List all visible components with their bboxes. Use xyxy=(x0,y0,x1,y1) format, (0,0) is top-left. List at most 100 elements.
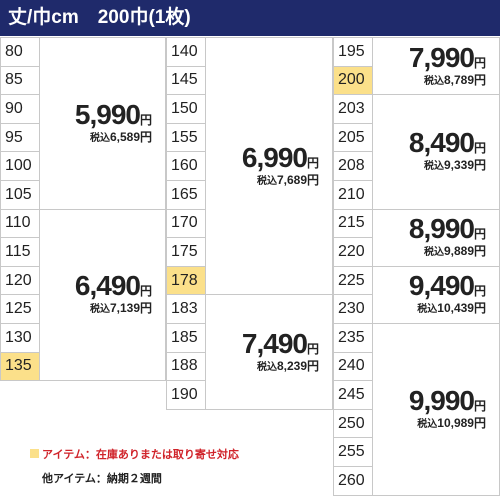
size-cell: 155 xyxy=(166,122,206,153)
price-line: 7,490円 xyxy=(206,328,319,360)
size-cell: 220 xyxy=(333,237,373,267)
price-block: 9,490円 税込10,439円 xyxy=(373,270,486,316)
size-cell: 250 xyxy=(333,408,373,439)
size-cell: 200 xyxy=(333,65,373,96)
tax-price: 10,439円 xyxy=(437,301,486,316)
size-cell: 225 xyxy=(333,265,373,296)
price-block: 9,990円 税込10,989円 xyxy=(373,385,486,431)
price: 9,490 xyxy=(408,270,475,302)
tax-line: 税込8,239円 xyxy=(206,357,319,374)
size-cell: 150 xyxy=(166,94,206,124)
size-cell: 160 xyxy=(166,151,206,181)
price-line: 6,990円 xyxy=(206,142,319,174)
price-block: 6,490円 税込7,139円 xyxy=(40,270,152,316)
price: 6,490 xyxy=(74,270,141,302)
legend-other: 他アイテム：納期２週間 xyxy=(42,473,162,485)
tax-line: 税込10,439円 xyxy=(373,299,486,316)
size-cell: 260 xyxy=(333,466,373,496)
tax-price: 8,239円 xyxy=(276,358,319,373)
legend-stock-text: アイテム：在庫ありまたは取り寄せ対応 xyxy=(42,449,239,461)
size-cell: 135 xyxy=(0,351,40,382)
size-cell: 208 xyxy=(333,151,373,181)
size-cell: 235 xyxy=(333,323,373,353)
price: 8,990 xyxy=(408,213,475,245)
tax-line: 税込6,589円 xyxy=(40,128,152,145)
price-unit: 円 xyxy=(139,284,152,299)
price-unit: 円 xyxy=(306,341,319,356)
size-cell: 145 xyxy=(166,65,206,96)
tax-line: 税込9,339円 xyxy=(373,156,486,173)
price-area xyxy=(205,294,333,410)
size-cell: 240 xyxy=(333,351,373,382)
price: 5,990 xyxy=(74,98,141,130)
tax-prefix: 税込 xyxy=(423,75,444,87)
price: 8,490 xyxy=(408,127,475,159)
price: 7,990 xyxy=(408,41,475,73)
tax-prefix: 税込 xyxy=(417,304,438,316)
size-cell: 175 xyxy=(166,237,206,267)
price-line: 9,990円 xyxy=(373,385,486,417)
price-unit: 円 xyxy=(473,227,486,242)
tax-prefix: 税込 xyxy=(89,304,110,316)
size-cell: 80 xyxy=(0,37,40,67)
price-unit: 円 xyxy=(473,55,486,70)
legend-stock: アイテム：在庫ありまたは取り寄せ対応 xyxy=(30,446,239,462)
size-cell: 205 xyxy=(333,122,373,153)
price: 9,990 xyxy=(408,384,475,416)
size-cell: 190 xyxy=(166,380,206,410)
tax-line: 税込8,789円 xyxy=(373,71,486,88)
size-cell: 85 xyxy=(0,65,40,96)
size-cell: 125 xyxy=(0,294,40,324)
price-unit: 円 xyxy=(473,398,486,413)
header-title: 丈/巾cm 200巾(1枚) xyxy=(0,0,500,36)
size-cell: 195 xyxy=(333,37,373,67)
size-cell: 185 xyxy=(166,323,206,353)
price: 6,990 xyxy=(241,141,308,173)
size-cell: 203 xyxy=(333,94,373,124)
size-cell: 115 xyxy=(0,237,40,267)
size-cell: 210 xyxy=(333,180,373,210)
size-cell: 105 xyxy=(0,180,40,210)
price-block: 7,490円 税込8,239円 xyxy=(206,328,319,374)
price-block: 6,990円 税込7,689円 xyxy=(206,142,319,188)
price-line: 8,490円 xyxy=(373,127,486,159)
tax-prefix: 税込 xyxy=(89,132,110,144)
tax-line: 税込9,889円 xyxy=(373,242,486,259)
tax-prefix: 税込 xyxy=(423,247,444,259)
size-cell: 100 xyxy=(0,151,40,181)
size-cell: 90 xyxy=(0,94,40,124)
price-line: 9,490円 xyxy=(373,270,486,302)
size-cell: 245 xyxy=(333,380,373,410)
size-cell: 120 xyxy=(0,265,40,296)
price-unit: 円 xyxy=(473,284,486,299)
price-line: 6,490円 xyxy=(40,270,152,302)
tax-price: 7,689円 xyxy=(276,172,319,187)
price-block: 5,990円 税込6,589円 xyxy=(40,99,152,145)
tax-price: 8,789円 xyxy=(443,72,486,87)
size-cell: 130 xyxy=(0,323,40,353)
size-cell: 95 xyxy=(0,122,40,153)
price-block: 7,990円 税込8,789円 xyxy=(373,42,486,88)
tax-line: 税込7,139円 xyxy=(40,299,152,316)
size-cell: 170 xyxy=(166,208,206,239)
price-line: 7,990円 xyxy=(373,42,486,74)
price-unit: 円 xyxy=(139,112,152,127)
price-line: 8,990円 xyxy=(373,213,486,245)
price-line: 5,990円 xyxy=(40,99,152,131)
price-unit: 円 xyxy=(473,141,486,156)
size-cell: 110 xyxy=(0,208,40,239)
tax-prefix: 税込 xyxy=(417,418,438,430)
price-block: 8,990円 税込9,889円 xyxy=(373,213,486,259)
size-cell: 230 xyxy=(333,294,373,324)
tax-prefix: 税込 xyxy=(256,361,277,373)
tax-line: 税込10,989円 xyxy=(373,414,486,431)
size-cell: 140 xyxy=(166,37,206,67)
tax-line: 税込7,689円 xyxy=(206,171,319,188)
tax-price: 9,339円 xyxy=(443,158,486,173)
size-cell: 183 xyxy=(166,294,206,324)
price-unit: 円 xyxy=(306,155,319,170)
tax-price: 9,889円 xyxy=(443,244,486,259)
tax-prefix: 税込 xyxy=(256,175,277,187)
size-cell: 165 xyxy=(166,180,206,210)
